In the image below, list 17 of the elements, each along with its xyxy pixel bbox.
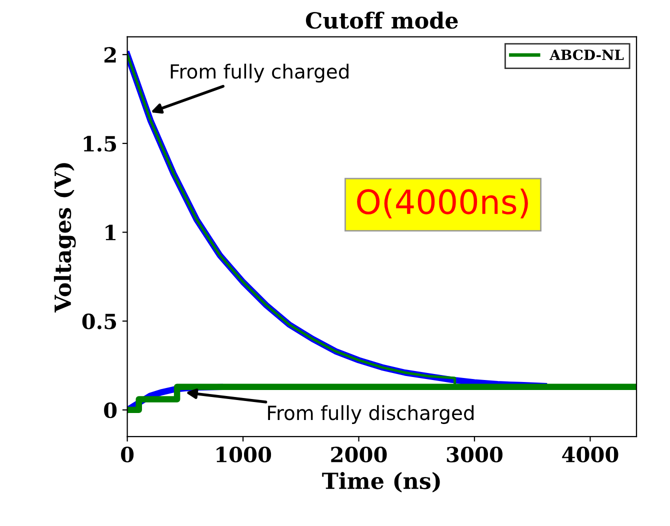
y-tick-label: 0 [104,402,117,418]
x-axis-title: Time (ns) [322,472,440,492]
x-tick-label: 1000 [216,446,272,462]
y-axis-title: Voltages (V) [54,163,76,312]
y-tick-label: 2 [104,47,116,62]
x-tick-label: 4000 [562,446,618,462]
annotation: O(4000ns) [357,188,528,218]
y-tick-label: 1.5 [84,136,116,152]
x-tick-label: 2000 [331,446,387,462]
annotation: From fully discharged [268,405,474,424]
chart-title: Cutoff mode [306,12,458,29]
x-tick-label: 3000 [446,446,502,462]
legend-label: ABCD-NL [550,50,624,60]
x-tick-label: 0 [121,446,134,462]
annotation: From fully charged [170,64,348,83]
y-tick-label: 1 [106,224,116,240]
y-tick-label: 0.5 [82,314,116,330]
